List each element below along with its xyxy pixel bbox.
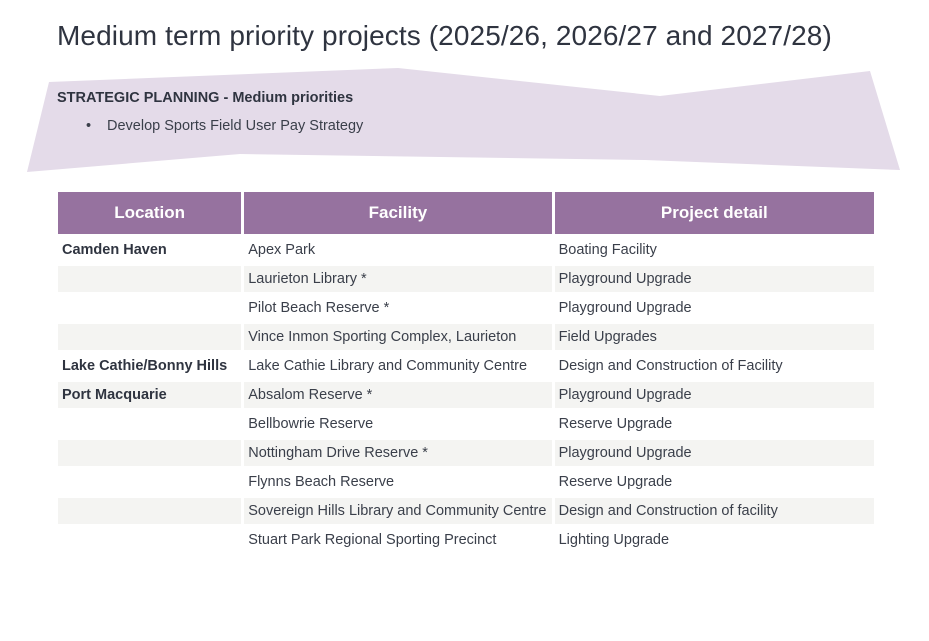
banner-background-shape bbox=[27, 68, 900, 172]
location-cell bbox=[58, 440, 242, 466]
table-row: Bellbowrie Reserve Reserve Upgrade bbox=[58, 411, 874, 437]
table-body: Camden Haven Apex Park Boating Facility … bbox=[58, 237, 874, 553]
table-row: Vince Inmon Sporting Complex, Laurieton … bbox=[58, 324, 874, 350]
table-row: Nottingham Drive Reserve * Playground Up… bbox=[58, 440, 874, 466]
project-detail-cell: Design and Construction of Facility bbox=[558, 358, 783, 374]
banner-list: • Develop Sports Field User Pay Strategy bbox=[57, 118, 363, 134]
facility-cell: Absalom Reserve * bbox=[244, 382, 552, 408]
table-header: Location Facility Project detail bbox=[58, 192, 874, 234]
location-cell bbox=[58, 266, 242, 292]
banner-heading: STRATEGIC PLANNING - Medium priorities bbox=[57, 90, 354, 106]
facility-cell: Bellbowrie Reserve bbox=[248, 416, 374, 432]
facility-cell: Apex Park bbox=[248, 242, 316, 258]
page-title: Medium term priority projects (2025/26, … bbox=[57, 20, 832, 51]
project-detail-cell: Boating Facility bbox=[558, 242, 657, 258]
facility-cell: Sovereign Hills Library and Community Ce… bbox=[244, 498, 552, 524]
location-cell: Lake Cathie/Bonny Hills bbox=[62, 358, 228, 374]
facility-cell: Nottingham Drive Reserve * bbox=[244, 440, 552, 466]
project-detail-cell: Design and Construction of facility bbox=[554, 498, 874, 524]
location-cell bbox=[58, 469, 241, 495]
facility-cell: Vince Inmon Sporting Complex, Laurieton bbox=[244, 324, 552, 350]
banner-list-item-text: Develop Sports Field User Pay Strategy bbox=[107, 118, 364, 134]
facility-cell: Flynns Beach Reserve bbox=[248, 474, 395, 490]
location-cell: Camden Haven bbox=[62, 242, 167, 258]
table-row: Camden Haven Apex Park Boating Facility bbox=[58, 237, 874, 263]
column-header-project-detail: Project detail bbox=[554, 192, 874, 234]
location-cell bbox=[58, 411, 241, 437]
table-row: Lake Cathie/Bonny Hills Lake Cathie Libr… bbox=[58, 353, 874, 379]
table-row: Sovereign Hills Library and Community Ce… bbox=[58, 498, 874, 524]
facility-cell: Pilot Beach Reserve * bbox=[248, 300, 390, 316]
table-header-row: Location Facility Project detail bbox=[58, 192, 874, 234]
table-row: Laurieton Library * Playground Upgrade bbox=[58, 266, 874, 292]
project-detail-cell: Field Upgrades bbox=[554, 324, 874, 350]
facility-cell: Laurieton Library * bbox=[244, 266, 552, 292]
location-cell bbox=[58, 295, 241, 321]
project-detail-cell: Playground Upgrade bbox=[554, 440, 874, 466]
project-detail-cell: Playground Upgrade bbox=[554, 266, 874, 292]
column-header-facility: Facility bbox=[244, 192, 552, 234]
projects-table: Location Facility Project detail Camden … bbox=[55, 189, 877, 556]
facility-cell: Stuart Park Regional Sporting Precinct bbox=[248, 532, 497, 548]
facility-cell: Lake Cathie Library and Community Centre bbox=[248, 358, 528, 374]
banner-list-item: • Develop Sports Field User Pay Strategy bbox=[57, 118, 363, 134]
project-detail-cell: Playground Upgrade bbox=[558, 300, 692, 316]
project-detail-cell: Playground Upgrade bbox=[554, 382, 874, 408]
location-cell: Port Macquarie bbox=[58, 382, 242, 408]
table-row: Stuart Park Regional Sporting Precinct L… bbox=[58, 527, 874, 553]
table-row: Pilot Beach Reserve * Playground Upgrade bbox=[58, 295, 874, 321]
project-detail-cell: Reserve Upgrade bbox=[558, 416, 673, 432]
location-cell bbox=[58, 527, 241, 553]
project-detail-cell: Reserve Upgrade bbox=[558, 474, 673, 490]
column-header-location: Location bbox=[58, 192, 242, 234]
table-row: Flynns Beach Reserve Reserve Upgrade bbox=[58, 469, 874, 495]
project-detail-cell: Lighting Upgrade bbox=[558, 532, 670, 548]
bullet-icon: • bbox=[86, 118, 92, 134]
location-cell bbox=[58, 498, 242, 524]
table-row: Port Macquarie Absalom Reserve * Playgro… bbox=[58, 382, 874, 408]
banner-polygon bbox=[27, 68, 900, 172]
location-cell bbox=[58, 324, 242, 350]
